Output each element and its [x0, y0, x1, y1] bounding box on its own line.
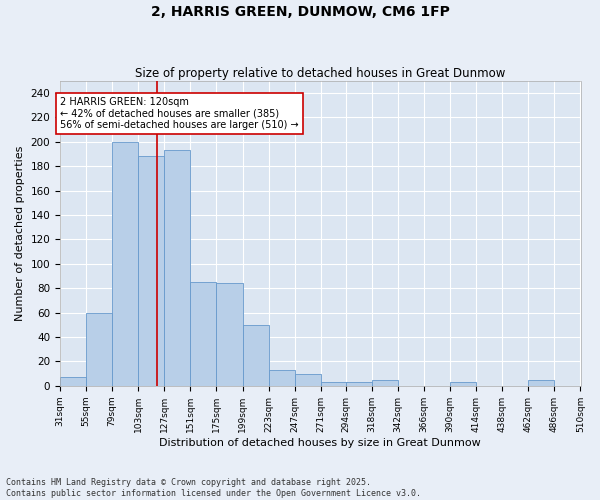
Bar [269, 370, 295, 386]
Title: Size of property relative to detached houses in Great Dunmow: Size of property relative to detached ho… [135, 66, 505, 80]
Bar [86, 312, 112, 386]
Bar [60, 378, 86, 386]
X-axis label: Distribution of detached houses by size in Great Dunmow: Distribution of detached houses by size … [160, 438, 481, 448]
Bar [529, 380, 554, 386]
Bar [346, 382, 372, 386]
Text: 2, HARRIS GREEN, DUNMOW, CM6 1FP: 2, HARRIS GREEN, DUNMOW, CM6 1FP [151, 5, 449, 19]
Bar [190, 282, 217, 386]
Bar [112, 142, 138, 386]
Bar [321, 382, 347, 386]
Text: Contains HM Land Registry data © Crown copyright and database right 2025.
Contai: Contains HM Land Registry data © Crown c… [6, 478, 421, 498]
Bar [217, 284, 242, 386]
Y-axis label: Number of detached properties: Number of detached properties [15, 146, 25, 321]
Bar [164, 150, 190, 386]
Bar [138, 156, 164, 386]
Bar [450, 382, 476, 386]
Text: 2 HARRIS GREEN: 120sqm
← 42% of detached houses are smaller (385)
56% of semi-de: 2 HARRIS GREEN: 120sqm ← 42% of detached… [60, 96, 299, 130]
Bar [372, 380, 398, 386]
Bar [242, 325, 269, 386]
Bar [295, 374, 321, 386]
